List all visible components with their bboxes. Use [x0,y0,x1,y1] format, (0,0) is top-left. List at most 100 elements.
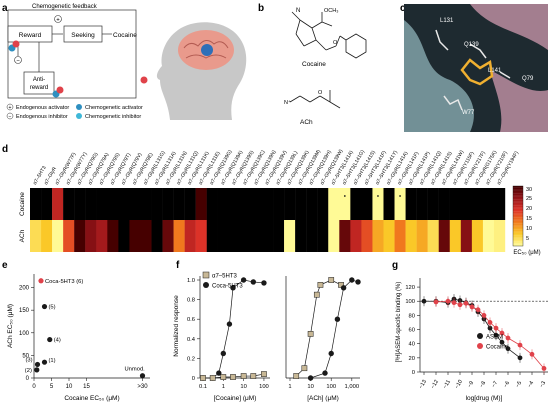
heatmap-cell-cocaine-30 [361,188,373,220]
g-y-tick-0: 0 [412,370,415,376]
colorbar-segment [513,241,523,243]
f-cocaine-point-7-5ht3 [220,374,227,380]
f-y-tick-0-4: 0.4 [187,337,196,343]
colorbar-segment [513,188,523,190]
f-left-x-tick-1: 1 [222,384,225,390]
g-x-tick-4: −4 [527,380,535,388]
colorbar-segment [513,240,523,242]
colorbar-segment [513,244,523,247]
heatmap-cell-ach-0 [30,220,42,252]
heatmap-cell-ach-5 [85,220,97,252]
g-x-tick-5: −5 [515,380,523,388]
g-point-cocaine [541,366,547,371]
panel-d: d α7–5HT3α7–GlyRα7–GlyR(W77F)α7–GlyR(W77… [2,144,541,256]
g-legend-asem-marker [477,333,483,339]
colorbar-segment [513,223,523,225]
colorbar-title: EC₅₀ (μM) [513,250,540,256]
minus-node [14,56,22,64]
colorbar-segment [513,226,523,229]
legend-plus-symbol: + [9,105,12,111]
g-point-cocaine [529,351,535,357]
antireward-label-1: Anti- [33,77,45,83]
g-point-cocaine [499,330,505,336]
heatmap-cell-ach-33 [394,220,406,252]
heatmap-cell-cocaine-26 [317,188,329,220]
residue-w77-stick [443,95,463,111]
colorbar-segment [513,242,523,244]
colorbar-segment [513,201,523,203]
f-y-tick-0-8: 0.8 [187,298,195,304]
panel-letter-d: d [2,144,8,155]
legend-activator-dot-icon [76,104,82,110]
cocaine-output-label: Cocaine [113,32,137,39]
colorbar-frame [512,185,524,247]
g-point-asem [493,332,499,338]
g-x-tick-12: −12 [430,379,440,390]
e-point-label-coca-5ht3-6: Coca-5HT3 (6) [45,279,83,285]
minus-node-label: − [16,59,20,65]
panel-letter-f: f [176,260,180,271]
panel-a-legend: + Endogenous activator − Endogenous inhi… [6,103,143,120]
panel-f: f 00.20.40.60.81.0 0.1 1 10 100 1 10 100 1,000 … [173,260,361,402]
heatmap-mark-31 [377,195,379,197]
colorbar-segment [513,230,523,232]
heatmap-cell-cocaine-5 [85,188,97,220]
g-x-tick-11: −11 [442,379,452,390]
e-point-label-4: (4) [54,338,61,344]
f-right-x-tick-10: 10 [307,384,313,390]
legend-inhibitor-dot-icon [76,113,82,119]
heatmap-cell-cocaine-36 [427,188,439,220]
panel-a: a Chemogenetic feedback Reward Seeking C… [2,3,247,120]
colorbar-segment [513,236,523,238]
heatmap-cell-cocaine-22 [273,188,285,220]
heatmap-cell-cocaine-25 [306,188,318,220]
ribbon-pink-bottom [490,70,548,132]
residue-q139: Q139 [464,42,479,48]
heatmap-cell-cocaine-29 [350,188,362,220]
g-point-cocaine [457,302,463,308]
heatmap-cell-ach-11 [151,220,163,252]
g-point-asem [505,346,511,352]
g-y-tick-60: 60 [409,328,415,334]
residue-q139-stick [469,43,487,59]
colorbar-segment [513,218,523,220]
e-point-coca-5ht3-6 [38,278,44,284]
ribbon-teal [404,20,474,132]
heatmap-cell-cocaine-27 [328,188,340,220]
f-y-ticks: 0 0.2 0.4 0.6 0.8 1.0 [187,278,200,382]
heatmap-cell-cocaine-16 [206,188,218,220]
heatmap-cell-cocaine-14 [184,188,196,220]
heatmap-cell-cocaine-8 [118,188,130,220]
heatmap-row-label-cocaine: Cocaine [19,192,26,216]
heatmap-cell-ach-35 [416,220,428,252]
heatmap-cell-cocaine-18 [228,188,241,220]
f-dose-response-curves [200,277,361,381]
heatmap-cell-cocaine-20 [250,188,263,220]
colorbar-segment [513,234,523,236]
residue-l131-stick [435,29,449,51]
residue-q79-stick [499,71,511,79]
f-legend-a7-5ht3-marker [202,271,210,279]
colorbar-tick-15: 15 [526,216,532,222]
cocaine-ball-1 [12,40,20,48]
legend-minus-icon [6,112,14,120]
panel-letter-a: a [2,3,8,14]
e-x-tick-0: 0 [32,384,36,390]
f-ach-point-7-5ht3 [301,365,308,372]
heatmap-cell-ach-32 [383,220,395,252]
heatmap-cell-ach-26 [317,220,329,252]
f-legend-coca-5ht3-marker [203,282,209,288]
e-point-1 [41,359,48,365]
heatmap-cell-cocaine-21 [261,188,274,220]
f-right-x-label: [ACh] (μM) [307,395,339,402]
colorbar-segment [513,231,523,233]
f-left-x-tick-100: 100 [259,384,269,390]
heatmap-row-label-ach: ACh [19,229,26,242]
heatmap-cell-ach-2 [52,220,64,252]
colorbar-segment [513,229,523,231]
heatmap-cell-ach-13 [173,220,185,252]
heatmap-cell-ach-23 [284,220,296,252]
colorbar-segment [513,212,523,214]
heatmap-cell-cocaine-40 [471,188,484,220]
